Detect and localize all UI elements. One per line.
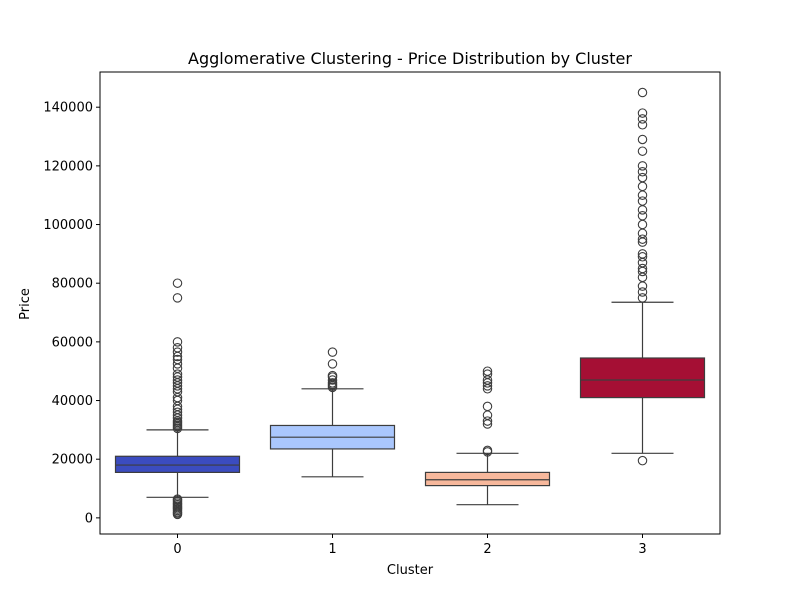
outlier-point [482, 369, 493, 379]
outlier-point [327, 347, 338, 357]
outlier-point [482, 366, 493, 376]
outlier-point [172, 407, 183, 418]
y-tick-label: 80000 [52, 277, 93, 292]
outlier-point [482, 401, 493, 412]
y-tick-label: 20000 [52, 453, 93, 468]
outlier-point [172, 347, 183, 357]
outlier-point [637, 205, 648, 215]
outlier-point [637, 293, 648, 303]
y-tick-label: 120000 [43, 159, 93, 174]
outlier-point [172, 278, 183, 288]
outlier-point [637, 87, 648, 98]
y-tick-label: 140000 [43, 101, 93, 116]
outlier-point [482, 445, 493, 456]
x-tick-label: 1 [328, 542, 336, 557]
outlier-point [637, 455, 648, 466]
outlier-point [172, 293, 183, 303]
outlier-point [637, 263, 648, 274]
box-iqr [114, 455, 241, 473]
y-tick-label: 60000 [52, 335, 93, 350]
outlier-point [172, 337, 183, 347]
y-tick-label: 40000 [52, 394, 93, 409]
outlier-point [637, 166, 648, 177]
outlier-point [637, 181, 648, 192]
box-group-0 [114, 278, 241, 520]
outlier-point [637, 234, 648, 244]
box-group-3 [579, 87, 706, 466]
chart-title: Agglomerative Clustering - Price Distrib… [188, 49, 632, 68]
outlier-point [172, 375, 183, 385]
x-tick-label: 3 [638, 542, 646, 557]
outlier-point [637, 228, 648, 239]
box-group-1 [269, 347, 396, 478]
outlier-point [327, 375, 338, 385]
box-iqr [579, 357, 706, 399]
outlier-point [637, 146, 648, 156]
axes-frame [99, 71, 721, 535]
outlier-point [172, 354, 183, 365]
outlier-point [482, 416, 493, 426]
outlier-point [637, 252, 648, 262]
box-iqr [424, 471, 551, 487]
outlier-point [637, 161, 648, 171]
outlier-point [172, 494, 183, 504]
x-tick-label: 2 [483, 542, 491, 557]
outlier-point [172, 369, 183, 379]
box-group-2 [424, 366, 551, 506]
x-axis-label: Cluster [387, 563, 434, 578]
y-tick-label: 0 [85, 511, 93, 526]
outlier-point [172, 359, 183, 369]
y-tick-label: 100000 [43, 218, 93, 233]
outlier-point [327, 370, 338, 381]
outlier-point [637, 287, 648, 297]
outlier-point [637, 114, 648, 124]
outlier-point [637, 108, 648, 118]
outlier-point [637, 172, 648, 183]
outlier-point [637, 219, 648, 230]
outlier-point [637, 249, 648, 259]
outlier-point [637, 134, 648, 145]
outlier-point [482, 410, 493, 420]
outlier-point [637, 120, 648, 130]
y-axis-label: Price [18, 288, 33, 320]
outlier-point [637, 210, 648, 221]
outlier-point [637, 196, 648, 206]
outlier-point [327, 378, 338, 388]
outlier-point [637, 281, 648, 291]
outlier-point [172, 342, 183, 353]
plot-area: 0 20000 40000 60000 80000 100000 120000 140000 0… [43, 71, 721, 557]
outlier-point [637, 190, 648, 200]
x-tick-label: 0 [173, 542, 181, 557]
outlier-point [482, 381, 493, 391]
outlier-point [327, 359, 338, 369]
